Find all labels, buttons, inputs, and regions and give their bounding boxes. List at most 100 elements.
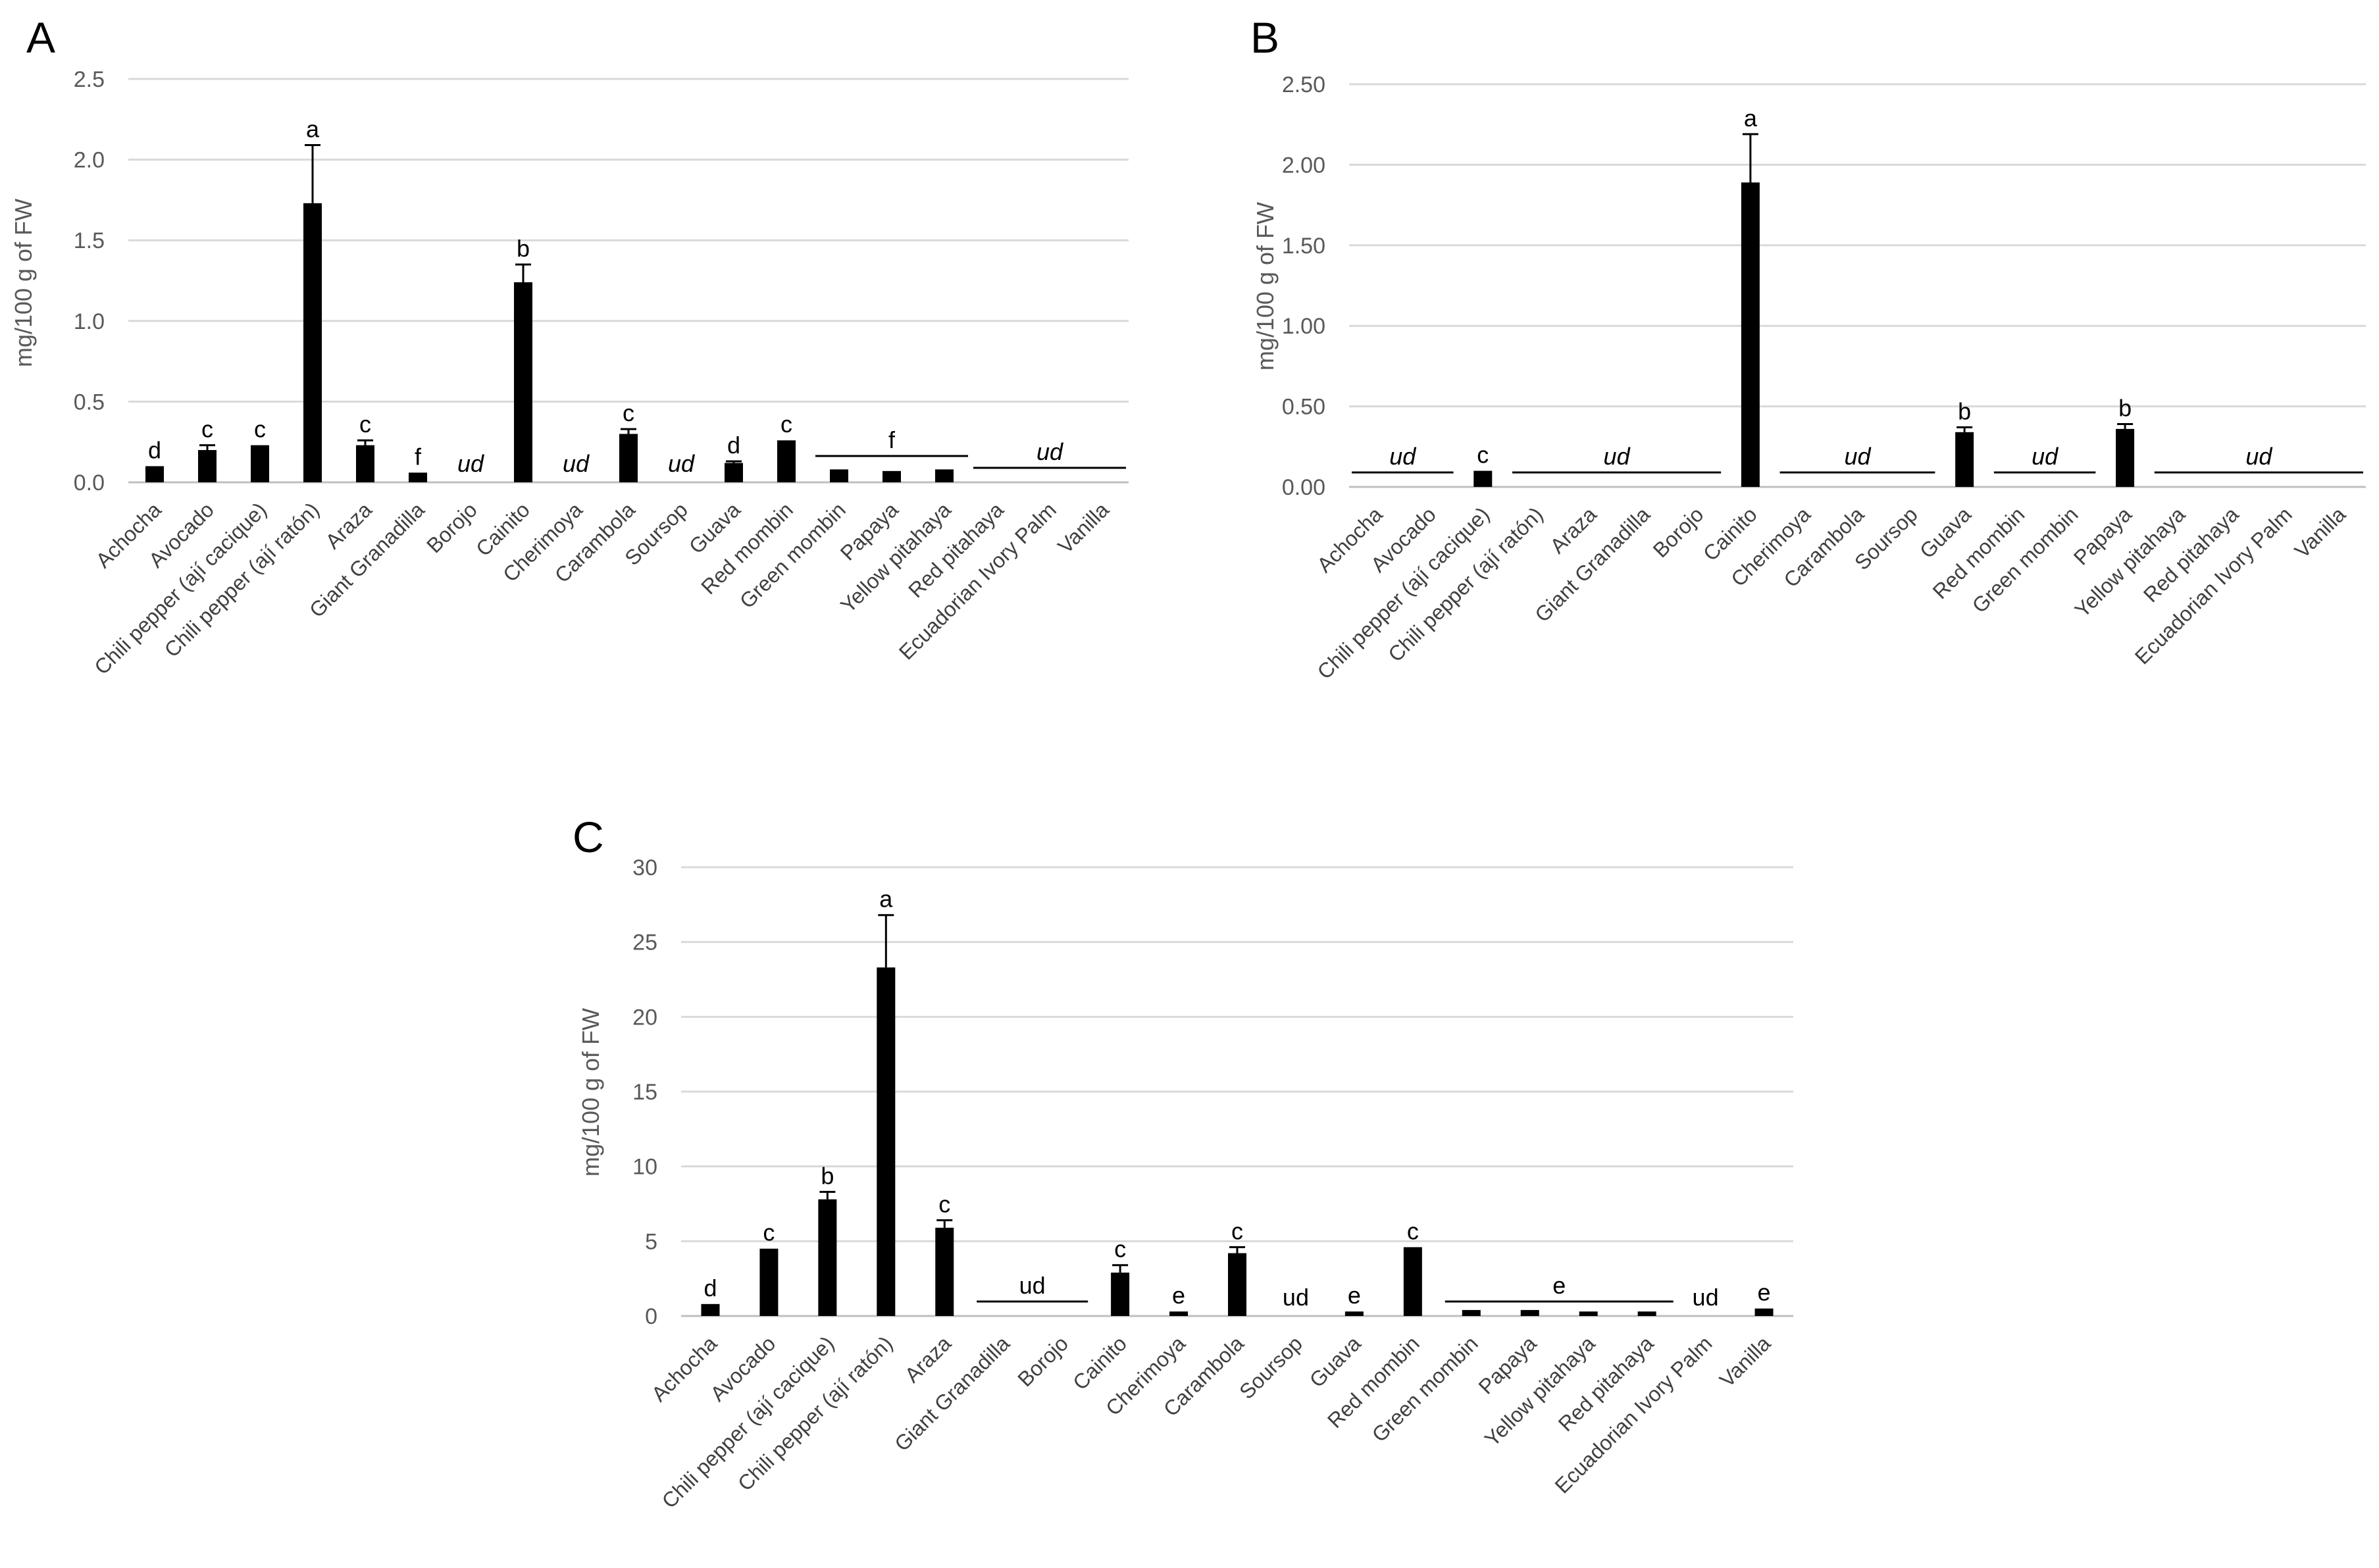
bar (701, 1303, 720, 1316)
panel-letter: A (26, 13, 55, 62)
y-tick-label: 0.50 (1282, 395, 1325, 420)
group-label: ud (2032, 443, 2059, 470)
significance-label: ud (1693, 1284, 1719, 1311)
bar (145, 466, 164, 482)
bar (251, 445, 269, 482)
significance-label: b (1958, 397, 1971, 424)
bar (777, 440, 796, 482)
significance-label: ud (457, 450, 484, 477)
bar (619, 434, 638, 482)
y-axis-label: mg/100 g of FW (10, 199, 37, 367)
significance-label: b (821, 1162, 834, 1189)
bar (1754, 1308, 1774, 1316)
bar (1579, 1311, 1598, 1316)
significance-label: e (1172, 1282, 1185, 1309)
x-tick-label: Soursop (1235, 1331, 1307, 1404)
panel-letter: B (1250, 13, 1279, 62)
bar (303, 203, 322, 482)
x-tick-label: Araza (900, 1331, 956, 1387)
significance-label: d (727, 432, 740, 459)
x-tick-label: Borojo (1013, 1331, 1073, 1391)
significance-label: f (415, 443, 422, 470)
bar (1520, 1309, 1539, 1316)
y-tick-label: 1.50 (1282, 234, 1325, 259)
y-tick-label: 0.5 (74, 390, 105, 415)
y-tick-label: 0.0 (74, 470, 105, 495)
significance-label: a (306, 116, 320, 143)
significance-label: b (517, 235, 530, 262)
bar (2116, 428, 2135, 487)
bar (1228, 1253, 1246, 1316)
significance-label: a (1744, 105, 1758, 132)
significance-label: ud (668, 450, 695, 477)
bar (198, 449, 217, 482)
y-tick-label: 2.00 (1282, 153, 1325, 178)
bar (1344, 1311, 1364, 1316)
bar (1462, 1309, 1481, 1316)
significance-label: e (1758, 1279, 1771, 1306)
bar (883, 470, 901, 482)
x-tick-label: Vanilla (2290, 502, 2351, 563)
bar (1169, 1311, 1189, 1316)
group-label: ud (2245, 443, 2272, 470)
bar (830, 469, 848, 482)
bar (935, 469, 954, 482)
significance-label: c (1407, 1217, 1419, 1244)
y-tick-label: 15 (632, 1080, 657, 1105)
group-label: ud (1389, 443, 1416, 470)
x-tick-label: Green mombin (1368, 1331, 1483, 1446)
significance-label: c (763, 1219, 775, 1246)
bar (1955, 432, 1974, 487)
significance-label: d (148, 436, 161, 463)
y-tick-label: 20 (632, 1005, 657, 1030)
significance-label: c (359, 411, 371, 438)
significance-label: c (254, 416, 266, 443)
y-axis-label: mg/100 g of FW (1252, 202, 1279, 370)
bar (818, 1199, 837, 1316)
group-label: f (888, 426, 896, 453)
significance-label: c (623, 399, 634, 426)
significance-label: c (1114, 1236, 1126, 1263)
x-tick-label: Vanilla (1715, 1331, 1776, 1392)
bar (1637, 1311, 1656, 1316)
x-tick-label: Vanilla (1053, 497, 1113, 558)
significance-label: c (938, 1191, 950, 1218)
x-tick-label: Achocha (647, 1331, 722, 1406)
group-label: ud (1844, 443, 1871, 470)
y-tick-label: 2.50 (1282, 72, 1325, 97)
bar (514, 282, 532, 482)
significance-label: a (879, 886, 893, 913)
y-tick-label: 0 (645, 1304, 657, 1329)
group-label: ud (1604, 443, 1631, 470)
y-tick-label: 1.0 (74, 309, 105, 334)
bar (356, 445, 374, 482)
y-tick-label: 30 (632, 855, 657, 880)
x-tick-label: Borojo (422, 497, 482, 557)
significance-label: ud (1283, 1284, 1309, 1311)
chart-panel-a: A0.00.51.01.52.02.5mg/100 g of FWAchocha… (10, 13, 1129, 679)
bar (877, 967, 896, 1316)
bar (1111, 1273, 1130, 1316)
significance-label: c (780, 411, 792, 438)
y-tick-label: 2.5 (74, 67, 105, 92)
group-label: ud (1019, 1272, 1046, 1299)
significance-label: c (1231, 1217, 1243, 1244)
y-tick-label: 10 (632, 1155, 657, 1180)
x-tick-label: Borojo (1649, 502, 1708, 562)
y-tick-label: 1.5 (74, 228, 105, 253)
bar (409, 472, 427, 482)
significance-label: c (201, 416, 213, 443)
y-tick-label: 0.00 (1282, 475, 1325, 500)
significance-label: ud (563, 450, 590, 477)
y-tick-label: 25 (632, 930, 657, 955)
bar (725, 463, 743, 482)
y-tick-label: 1.00 (1282, 314, 1325, 339)
bar (759, 1248, 779, 1316)
significance-label: b (2118, 395, 2132, 422)
y-tick-label: 2.0 (74, 148, 105, 173)
panel-letter: C (573, 813, 604, 861)
bar (1403, 1247, 1422, 1316)
significance-label: e (1348, 1282, 1361, 1309)
